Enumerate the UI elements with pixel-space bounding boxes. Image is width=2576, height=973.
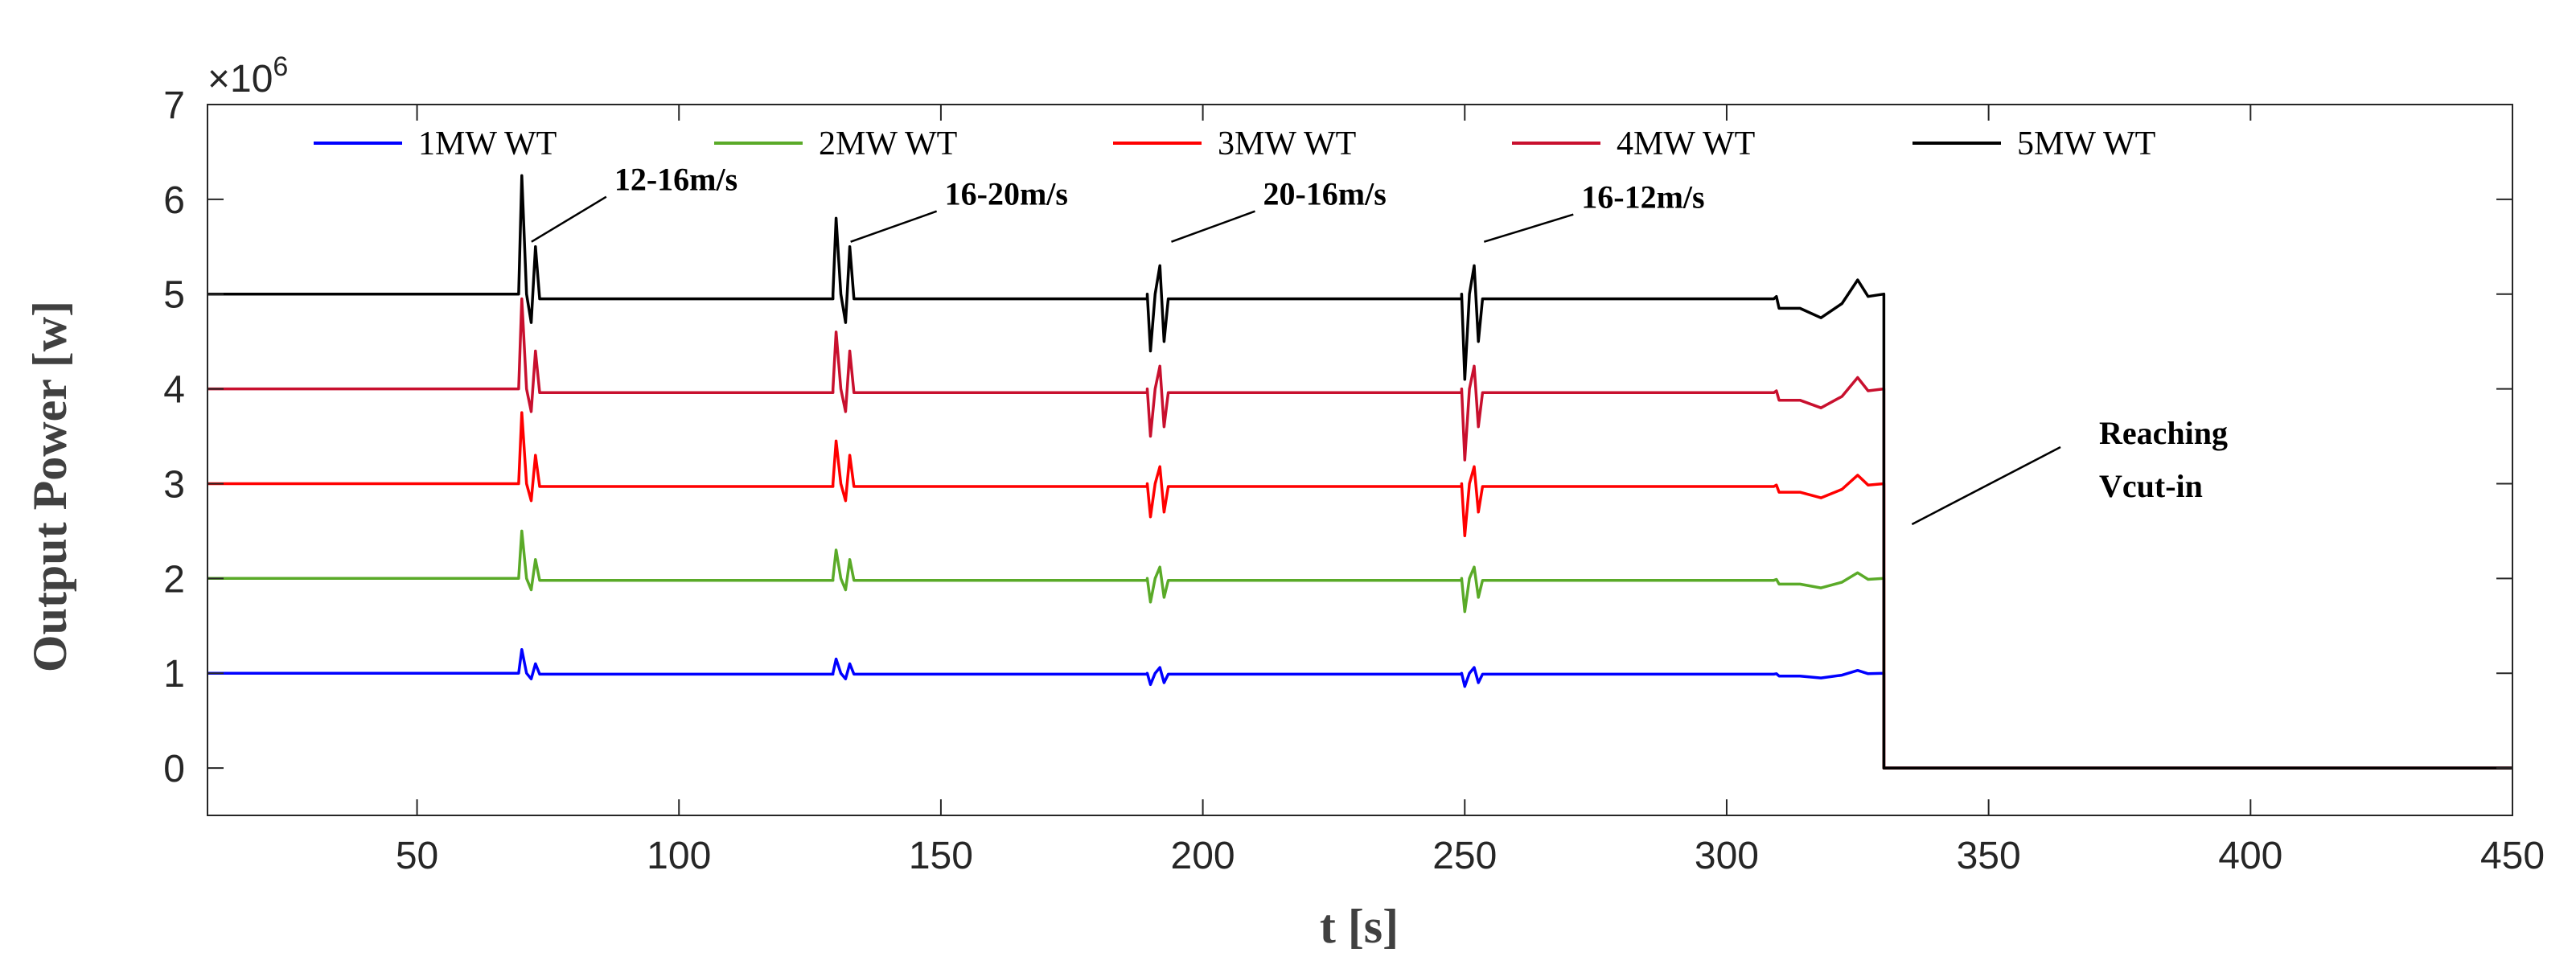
event-label: 16-12m/s	[1581, 179, 1704, 216]
event-leader-line	[850, 210, 938, 243]
series-line	[207, 529, 2512, 770]
legend-label: 4MW WT	[1617, 125, 1755, 162]
legend-label: 2MW WT	[819, 125, 957, 162]
x-tick-label: 250	[1432, 835, 1497, 877]
legend-label: 1MW WT	[418, 125, 557, 162]
event-leader-line	[1171, 210, 1255, 243]
y-multiplier: ×106	[207, 51, 288, 101]
x-tick-label: 150	[909, 835, 973, 877]
x-tick-label: 350	[1957, 835, 2021, 877]
x-tick-label: 450	[2480, 835, 2545, 877]
cutoff-label-line2: Vcut-in	[2099, 468, 2203, 504]
event-label: 20-16m/s	[1263, 176, 1386, 212]
x-tick-label: 50	[396, 835, 438, 877]
x-tick-label: 200	[1171, 835, 1235, 877]
x-axis-label: t [s]	[1320, 900, 1399, 953]
y-axis-label: Output Power [w]	[23, 301, 76, 672]
event-leader-line	[531, 195, 607, 243]
y-tick-label: 4	[163, 369, 185, 412]
x-tick-label: 400	[2218, 835, 2282, 877]
y-tick-label: 5	[163, 274, 185, 317]
event-label: 12-16m/s	[614, 162, 737, 198]
plot-lines	[207, 174, 2512, 770]
event-label: 16-20m/s	[945, 176, 1068, 212]
y-tick-label: 7	[163, 84, 185, 127]
legend-label: 3MW WT	[1218, 125, 1356, 162]
cutoff-label-line1: Reaching	[2099, 415, 2228, 451]
axis-ticks: 50 100 150 200 250 300 350 400 450 0 1 2 3 4 5 6 7	[163, 84, 2545, 877]
series-line	[207, 174, 2512, 770]
plot-area-frame	[207, 104, 2513, 816]
annotations: 12-16m/s 16-20m/s 20-16m/s 16-12m/s Reaching…	[531, 162, 2228, 526]
cutoff-leader-line	[1911, 445, 2061, 526]
y-tick-label: 6	[163, 179, 185, 222]
y-tick-label: 2	[163, 558, 185, 601]
y-tick-label: 1	[163, 653, 185, 696]
event-leader-line	[1483, 213, 1574, 243]
x-tick-label: 300	[1695, 835, 1759, 877]
series-line	[207, 647, 2512, 770]
x-tick-label: 100	[647, 835, 711, 877]
series-line	[207, 297, 2512, 770]
legend-label: 5MW WT	[2017, 125, 2155, 162]
y-tick-label: 3	[163, 463, 185, 506]
y-tick-label: 0	[163, 748, 185, 790]
series-line	[207, 411, 2512, 770]
legend: 1MW WT 2MW WT 3MW WT 4MW WT 5MW WT	[314, 125, 2155, 162]
